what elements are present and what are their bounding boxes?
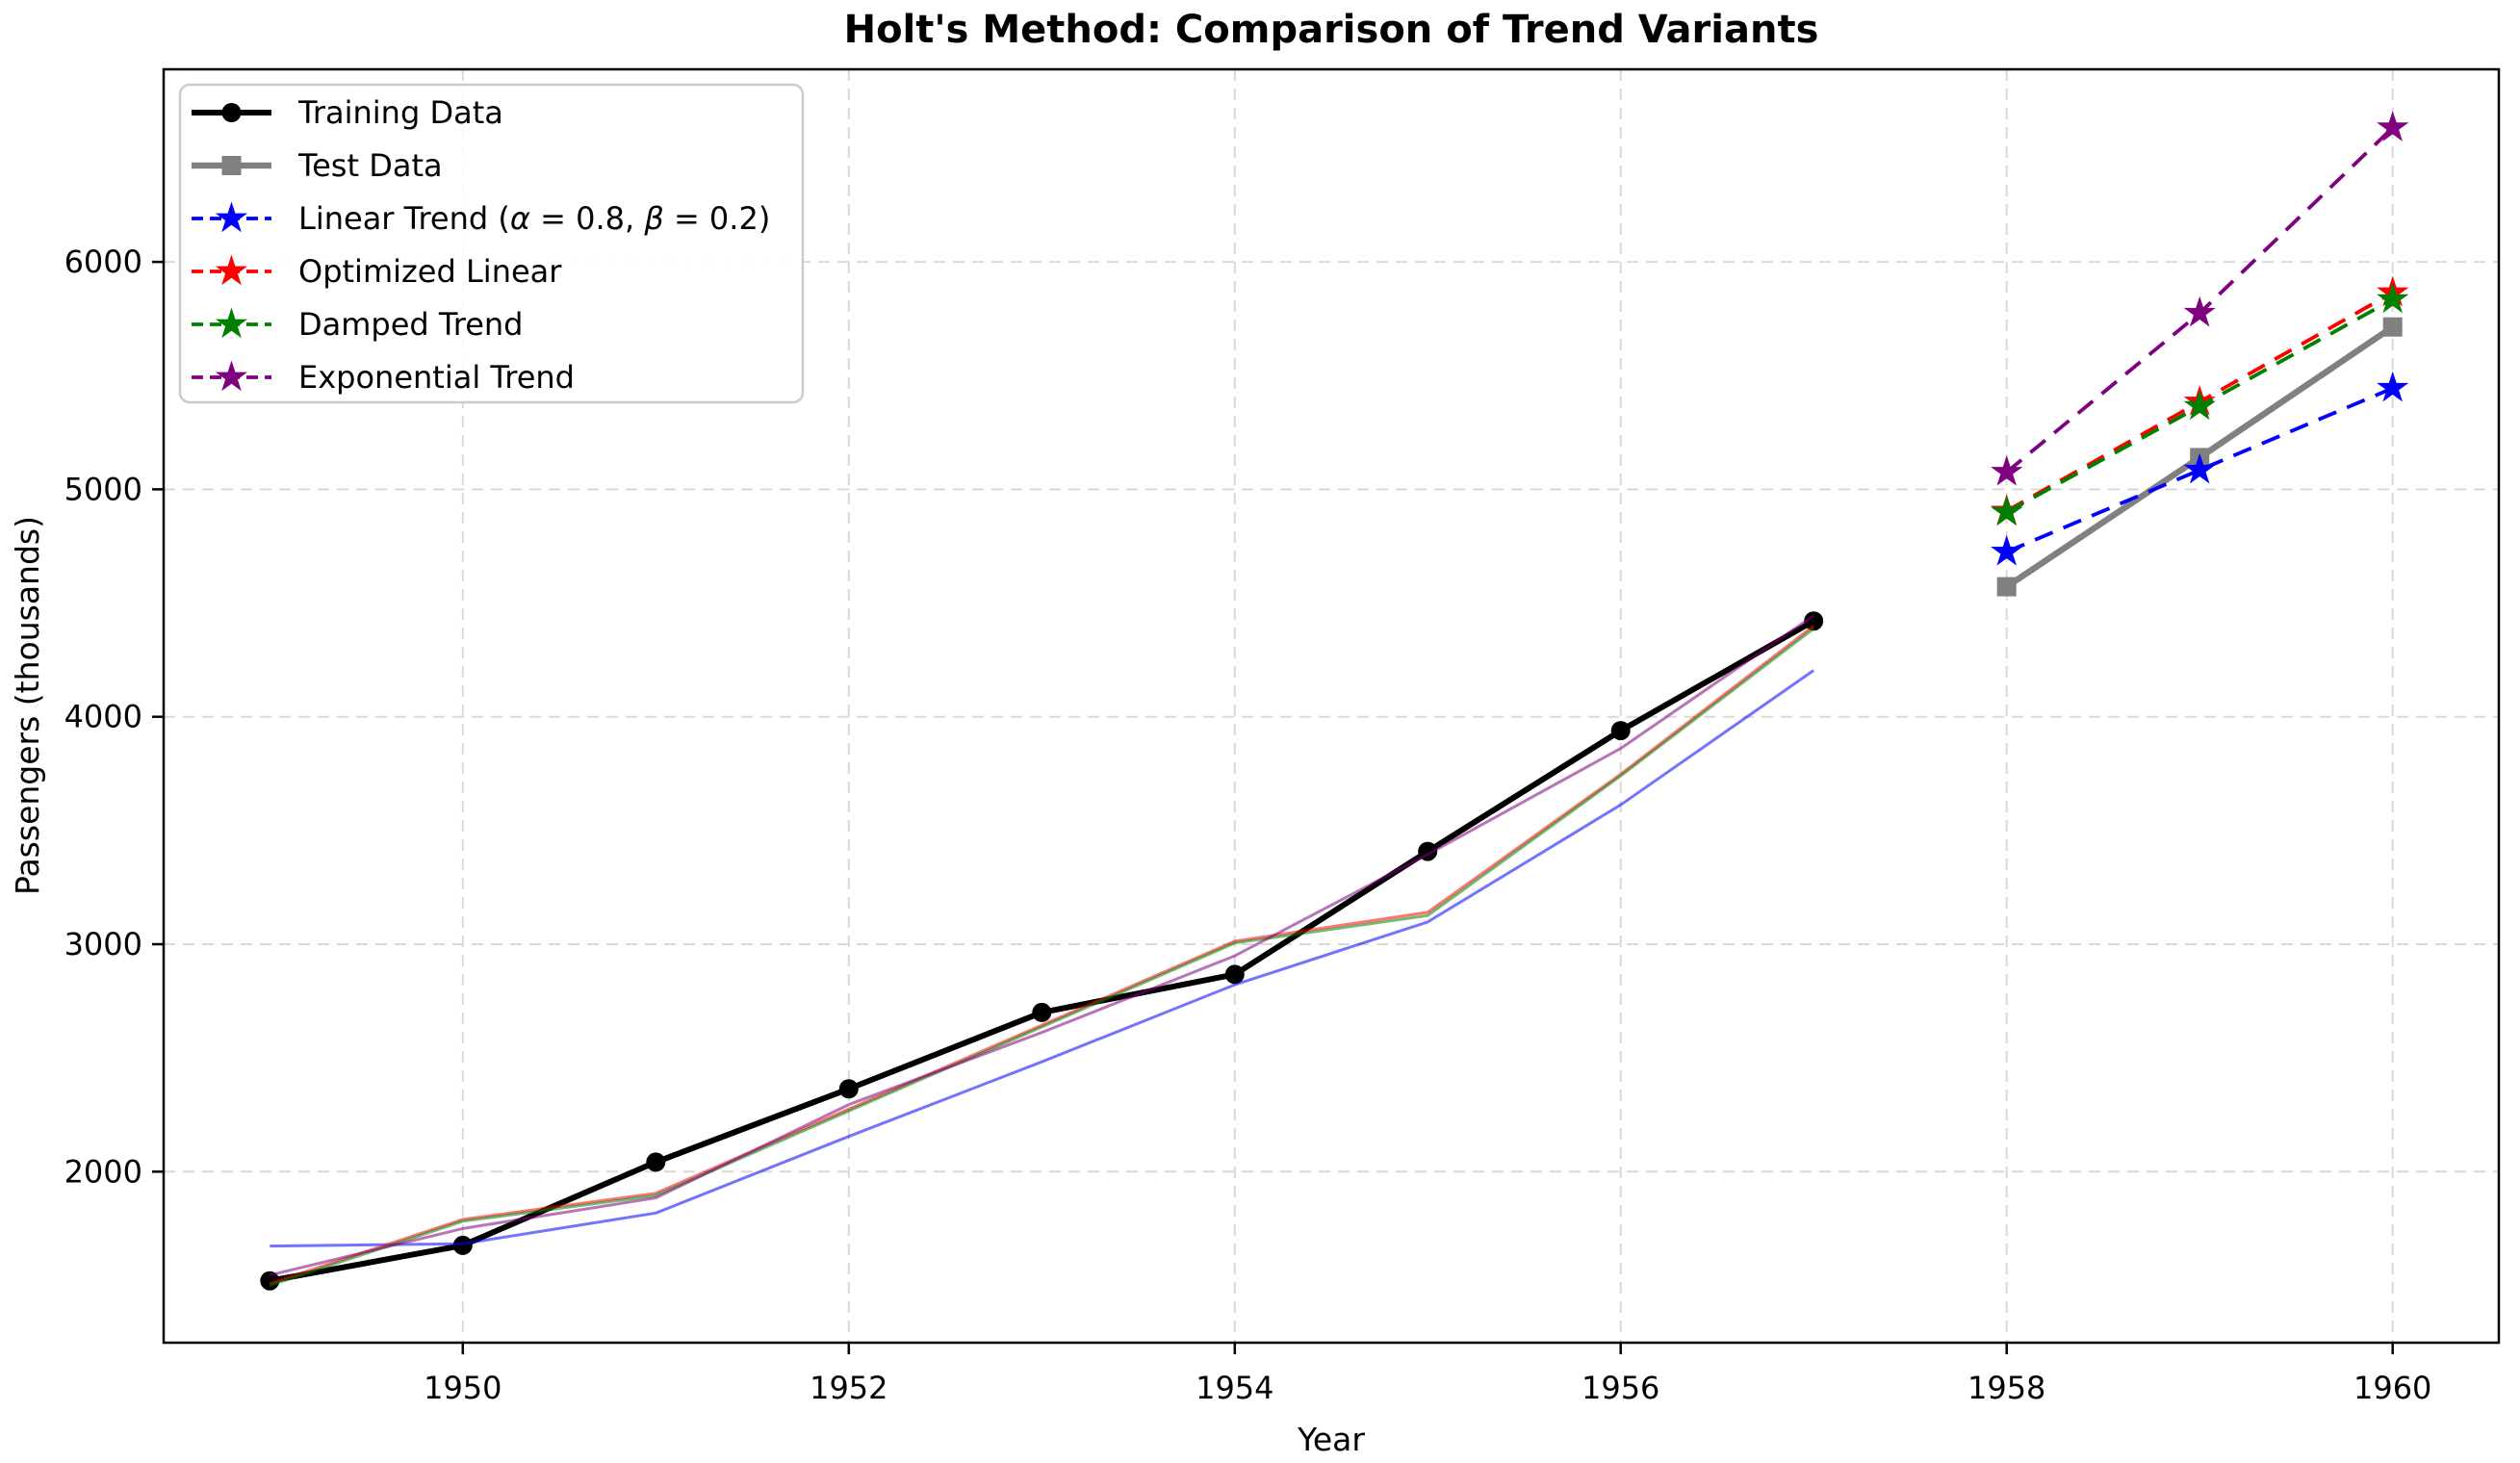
legend-item-damped-trend: Damped Trend [192, 306, 523, 343]
circle-marker [1032, 1002, 1052, 1022]
star-marker [2377, 371, 2409, 402]
series-linear-trend-0-8-0-2 [270, 371, 2409, 1248]
star-marker [1991, 534, 2023, 566]
square-icon [221, 156, 242, 175]
x-tick-label: 1950 [424, 1370, 501, 1406]
star-marker [2183, 389, 2216, 421]
star-icon [215, 360, 248, 392]
series-optimized-linear [269, 275, 2409, 1286]
fitted-line-exponential-trend [269, 614, 1815, 1277]
circle-marker [1804, 611, 1824, 631]
x-tick-label: 1958 [1967, 1370, 2045, 1406]
y-tick-label: 4000 [64, 699, 142, 735]
circle-marker [838, 1079, 859, 1099]
y-tick-label: 5000 [64, 471, 142, 507]
legend-item-label: Linear Trend (α = 0.8, β = 0.2) [298, 200, 770, 237]
series-training-data [260, 611, 1824, 1291]
x-axis-label: Year [1297, 1421, 1365, 1458]
legend-item-optimized-linear: Optimized Linear [192, 253, 562, 290]
circle-marker [1610, 721, 1631, 741]
plot-spines [162, 67, 2501, 1345]
legend-item-linear-trend-0-8-0-2: Linear Trend (α = 0.8, β = 0.2) [192, 200, 770, 237]
axes-frame: 1950 1952 1954 1956 1958 1960 2000 3000 4000 5000… [64, 67, 2501, 1406]
legend-item-test-data: Test Data [192, 147, 443, 184]
star-marker [1991, 455, 2023, 486]
star-marker [2183, 452, 2216, 484]
legend-item-exponential-trend: Exponential Trend [192, 359, 575, 396]
series-exponential-trend [269, 111, 2409, 1277]
fitted-line-linear-trend-0-8-0-2 [270, 669, 1815, 1248]
x-tick-label: 1960 [2353, 1370, 2431, 1406]
circle-marker [646, 1152, 666, 1172]
legend-item-label: Test Data [297, 147, 443, 184]
square-marker [2382, 317, 2403, 337]
star-icon [215, 307, 248, 339]
legend-item-label: Optimized Linear [298, 253, 562, 290]
fitted-line-optimized-linear [269, 625, 1815, 1286]
legend-item-label: Damped Trend [298, 306, 523, 343]
x-tick-label: 1954 [1196, 1370, 1273, 1406]
star-icon [215, 201, 248, 233]
circle-marker [452, 1235, 473, 1255]
square-marker [1996, 577, 2017, 597]
y-tick-label: 2000 [64, 1153, 142, 1190]
line-training-data [269, 618, 1815, 1284]
y-tick-label: 3000 [64, 926, 142, 962]
circle-marker [1224, 964, 1245, 985]
plot-area: 1950 1952 1954 1956 1958 1960 2000 3000 4000 5000… [64, 67, 2501, 1406]
circle-icon [221, 103, 242, 122]
fitted-line-damped-trend [269, 627, 1815, 1287]
star-marker [2377, 111, 2409, 141]
star-marker [2377, 282, 2409, 314]
x-tick-label: 1952 [810, 1370, 887, 1406]
legend-item-label: Exponential Trend [298, 359, 575, 396]
line-linear-trend-0-8-0-2 [2005, 386, 2394, 554]
circle-marker [260, 1270, 280, 1291]
y-axis-label: Passengers (thousands) [9, 516, 46, 895]
star-marker [2183, 295, 2216, 327]
legend-item-label: Training Data [297, 94, 503, 131]
x-tick-label: 1956 [1581, 1370, 1659, 1406]
legend-box [178, 83, 805, 404]
y-tick-label: 6000 [64, 244, 142, 280]
legend-item-training-data: Training Data [192, 94, 503, 131]
star-marker [1991, 495, 2023, 526]
star-icon [215, 254, 248, 286]
series-damped-trend [269, 282, 2409, 1287]
legend: Training Data Test Data Linear Trend (α = … [178, 83, 805, 404]
chart-title: Holt's Method: Comparison of Trend Varia… [844, 8, 1819, 52]
